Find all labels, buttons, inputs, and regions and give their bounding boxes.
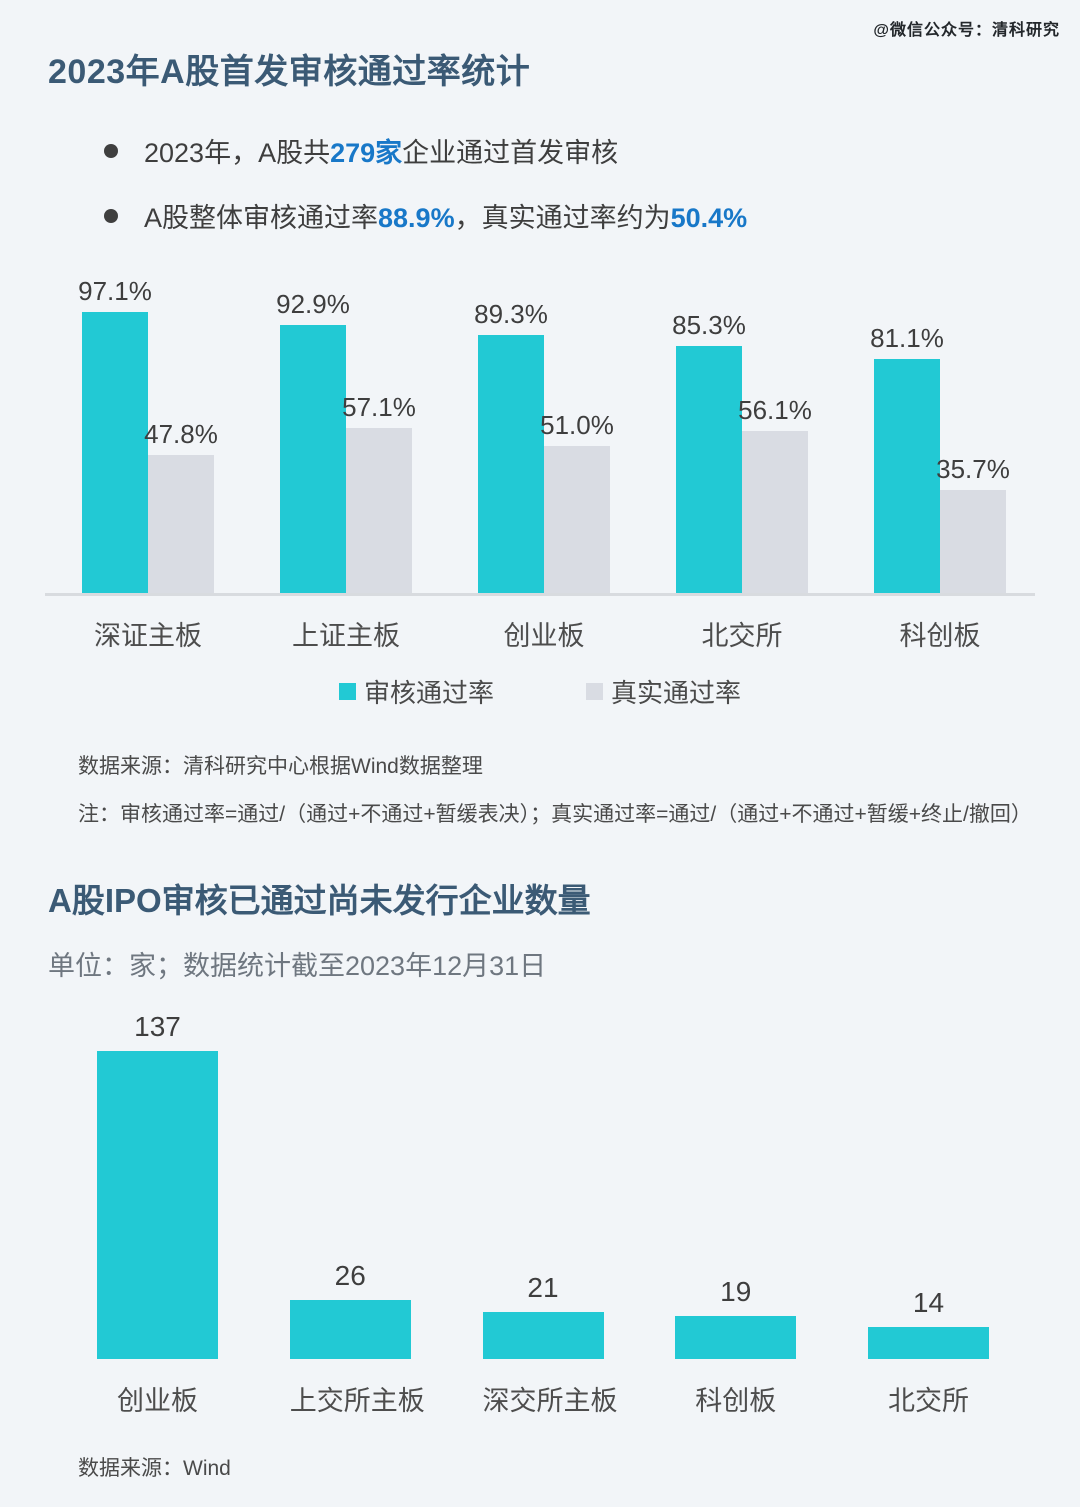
bullet-text: 2023年，A股共279家企业通过首发审核 [144, 131, 618, 170]
bar [676, 346, 742, 593]
bar [148, 455, 214, 593]
chart1-method-note: 注：审核通过率=通过/（通过+不通过+暂缓表决）；真实通过率=通过/（通过+不通… [78, 803, 1032, 826]
legend-item: 审核通过率 [338, 673, 494, 710]
bar-value-label: 57.1% [342, 392, 416, 422]
legend-item: 真实通过率 [586, 673, 741, 710]
category-label: 科创板 [899, 621, 981, 651]
bar-value-label: 35.7% [936, 454, 1010, 484]
bar-unit: 35.7% [936, 454, 1010, 593]
bar-value-label: 97.1% [78, 276, 152, 306]
bar-unit: 26 [289, 1260, 411, 1359]
bullet-dot-icon [104, 208, 118, 223]
bar [478, 335, 544, 593]
bar-value-label: 51.0% [540, 410, 614, 440]
bar-unit: 47.8% [144, 419, 218, 593]
highlight-value: 279家 [330, 138, 403, 168]
bar [742, 431, 808, 593]
category-label: 科创板 [695, 1386, 777, 1416]
category-label: 深证主板 [94, 621, 202, 651]
category-label: 北交所 [701, 621, 783, 651]
section2-title: A股IPO审核已通过尚未发行企业数量 [48, 882, 591, 919]
bar-group: 89.3% 51.0% [474, 299, 614, 593]
text-segment: 2023年，A股共 [144, 138, 331, 168]
bar-unit: 137 [97, 1011, 218, 1359]
bar-unit: 81.1% [870, 323, 944, 593]
bar-value-label: 137 [134, 1011, 181, 1042]
bar-value-label: 92.9% [276, 289, 350, 319]
chart1-category-labels: 深证主板 上证主板 创业板 北交所 科创板 [0, 614, 1080, 653]
bar-unit: 21 [482, 1272, 604, 1359]
bar-unit: 14 [868, 1287, 989, 1359]
legend-swatch-icon [586, 683, 603, 700]
category-label: 上证主板 [292, 621, 400, 651]
bar [874, 359, 940, 593]
bar [940, 490, 1006, 593]
bar-value-label: 81.1% [870, 323, 944, 353]
bar-unit: 57.1% [342, 392, 416, 593]
bar-value-label: 26 [334, 1260, 366, 1291]
bar [82, 312, 148, 593]
bar-value-label: 85.3% [672, 310, 746, 340]
bar-value-label: 21 [527, 1272, 559, 1303]
bar [346, 428, 412, 593]
section1-title: 2023年A股首发审核通过率统计 [48, 53, 531, 91]
text-segment: A股整体审核通过率 [144, 203, 379, 233]
bar-unit: 56.1% [738, 395, 812, 593]
bullet-item: 2023年，A股共279家企业通过首发审核 [104, 131, 1080, 170]
bullet-dot-icon [104, 143, 118, 158]
highlight-value: 88.9% [378, 203, 455, 233]
bar [675, 1316, 797, 1359]
category-label: 北交所 [888, 1386, 969, 1416]
bar-unit: 51.0% [540, 410, 614, 593]
bar-unit: 97.1% [78, 276, 152, 593]
bar [280, 325, 346, 593]
category-label: 深交所主板 [482, 1386, 618, 1416]
bar-value-label: 47.8% [144, 419, 218, 449]
bullet-item: A股整体审核通过率88.9%，真实通过率约为50.4% [104, 196, 1080, 235]
category-label: 创业板 [503, 621, 585, 651]
category-label: 创业板 [117, 1386, 198, 1416]
bar [868, 1327, 989, 1359]
category-label: 上交所主板 [289, 1386, 425, 1416]
chart1-axis-line [45, 593, 1035, 596]
bar-value-label: 14 [912, 1287, 945, 1318]
chart2-category-labels: 创业板 上交所主板 深交所主板 科创板 北交所 [0, 1379, 1080, 1418]
watermark: @微信公众号：清科研究 [873, 22, 1060, 39]
highlight-value: 50.4% [670, 203, 748, 233]
bar-value-label: 19 [720, 1276, 752, 1307]
chart1-plot-area: 97.1% 47.8% 92.9% 57.1% 89.3% 51.0% 85.3% 56.1%… [0, 275, 1080, 593]
bar-group: 92.9% 57.1% [276, 289, 416, 593]
bar-unit: 89.3% [474, 299, 548, 593]
legend-label: 真实通过率 [611, 678, 742, 708]
legend-label: 审核通过率 [363, 678, 494, 708]
bar [482, 1312, 604, 1359]
text-segment: 企业通过首发审核 [402, 138, 619, 168]
chart2-source-note: 数据来源：Wind [78, 1457, 231, 1480]
chart-pending-count: 137 26 21 19 14 创业板 上交所主板 深交所主板 科创板 北交所 [0, 1007, 1080, 1418]
bar [544, 446, 610, 593]
chart-approval-rate: 97.1% 47.8% 92.9% 57.1% 89.3% 51.0% 85.3% 56.1%… [0, 275, 1080, 710]
bullet-text: A股整体审核通过率88.9%，真实通过率约为50.4% [144, 196, 747, 235]
bar-value-label: 56.1% [738, 395, 812, 425]
chart1-source-note: 数据来源：清科研究中心根据Wind数据整理 [78, 755, 483, 778]
bar-value-label: 89.3% [474, 299, 548, 329]
chart1-legend: 审核通过率 真实通过率 [0, 673, 1080, 710]
bar-group: 85.3% 56.1% [672, 310, 812, 593]
bar-group: 81.1% 35.7% [870, 323, 1010, 593]
bar [289, 1300, 411, 1359]
bar-unit: 92.9% [276, 289, 350, 593]
chart2-plot-area: 137 26 21 19 14 [0, 1007, 1080, 1359]
text-segment: ，真实通过率约为 [454, 203, 671, 233]
bar-group: 97.1% 47.8% [78, 276, 218, 593]
legend-swatch-icon [338, 683, 356, 700]
bullet-list: 2023年，A股共279家企业通过首发审核 A股整体审核通过率88.9%，真实通过… [104, 131, 1080, 235]
bar [97, 1051, 218, 1359]
bar-unit: 19 [675, 1276, 797, 1359]
bar-unit: 85.3% [672, 310, 746, 593]
section2-subtitle: 单位：家；数据统计截至2023年12月31日 [48, 951, 547, 981]
